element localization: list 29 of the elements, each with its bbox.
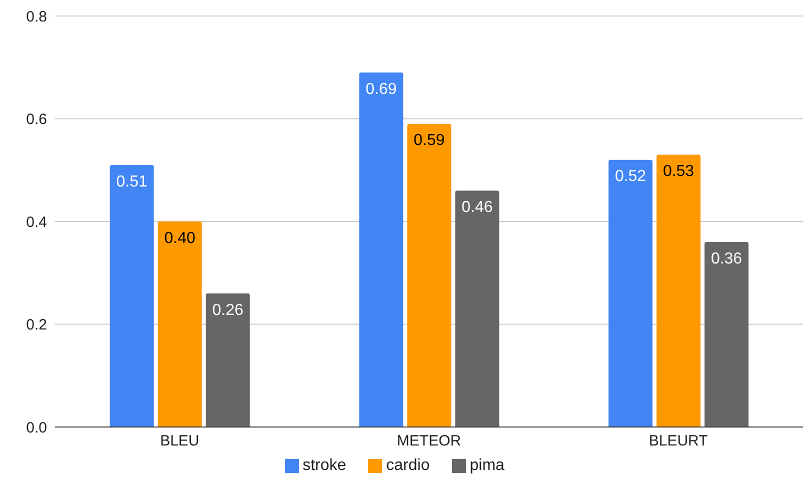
legend-label: cardio xyxy=(386,457,430,474)
y-tick-label: 0.8 xyxy=(26,8,47,26)
bar xyxy=(407,124,452,427)
bar xyxy=(608,160,653,427)
data-label: 0.51 xyxy=(116,173,148,190)
y-tick-label: 0.2 xyxy=(26,316,47,334)
x-tick-label: METEOR xyxy=(396,432,462,450)
legend-label: pima xyxy=(470,457,504,474)
data-label: 0.40 xyxy=(164,230,196,247)
data-label: 0.69 xyxy=(366,80,397,98)
bar xyxy=(158,222,202,427)
data-label: 0.53 xyxy=(662,163,694,180)
data-label: 0.46 xyxy=(462,199,493,216)
bar xyxy=(359,72,404,427)
bar xyxy=(110,164,154,427)
bar xyxy=(704,242,749,427)
legend-label: stroke xyxy=(302,457,346,474)
y-tick-label: 0.4 xyxy=(26,214,47,231)
data-label: 0.59 xyxy=(414,132,445,150)
x-tick-label: BLEU xyxy=(160,432,200,450)
data-label: 0.52 xyxy=(614,168,646,186)
data-label: 0.26 xyxy=(212,302,244,319)
x-tick-label: BLEURT xyxy=(648,432,708,450)
data-label: 0.36 xyxy=(710,250,742,268)
bar xyxy=(455,190,500,427)
bar xyxy=(206,293,250,427)
y-tick-label: 0.6 xyxy=(26,111,47,128)
bar xyxy=(656,154,701,427)
y-tick-label: 0.0 xyxy=(26,419,47,436)
